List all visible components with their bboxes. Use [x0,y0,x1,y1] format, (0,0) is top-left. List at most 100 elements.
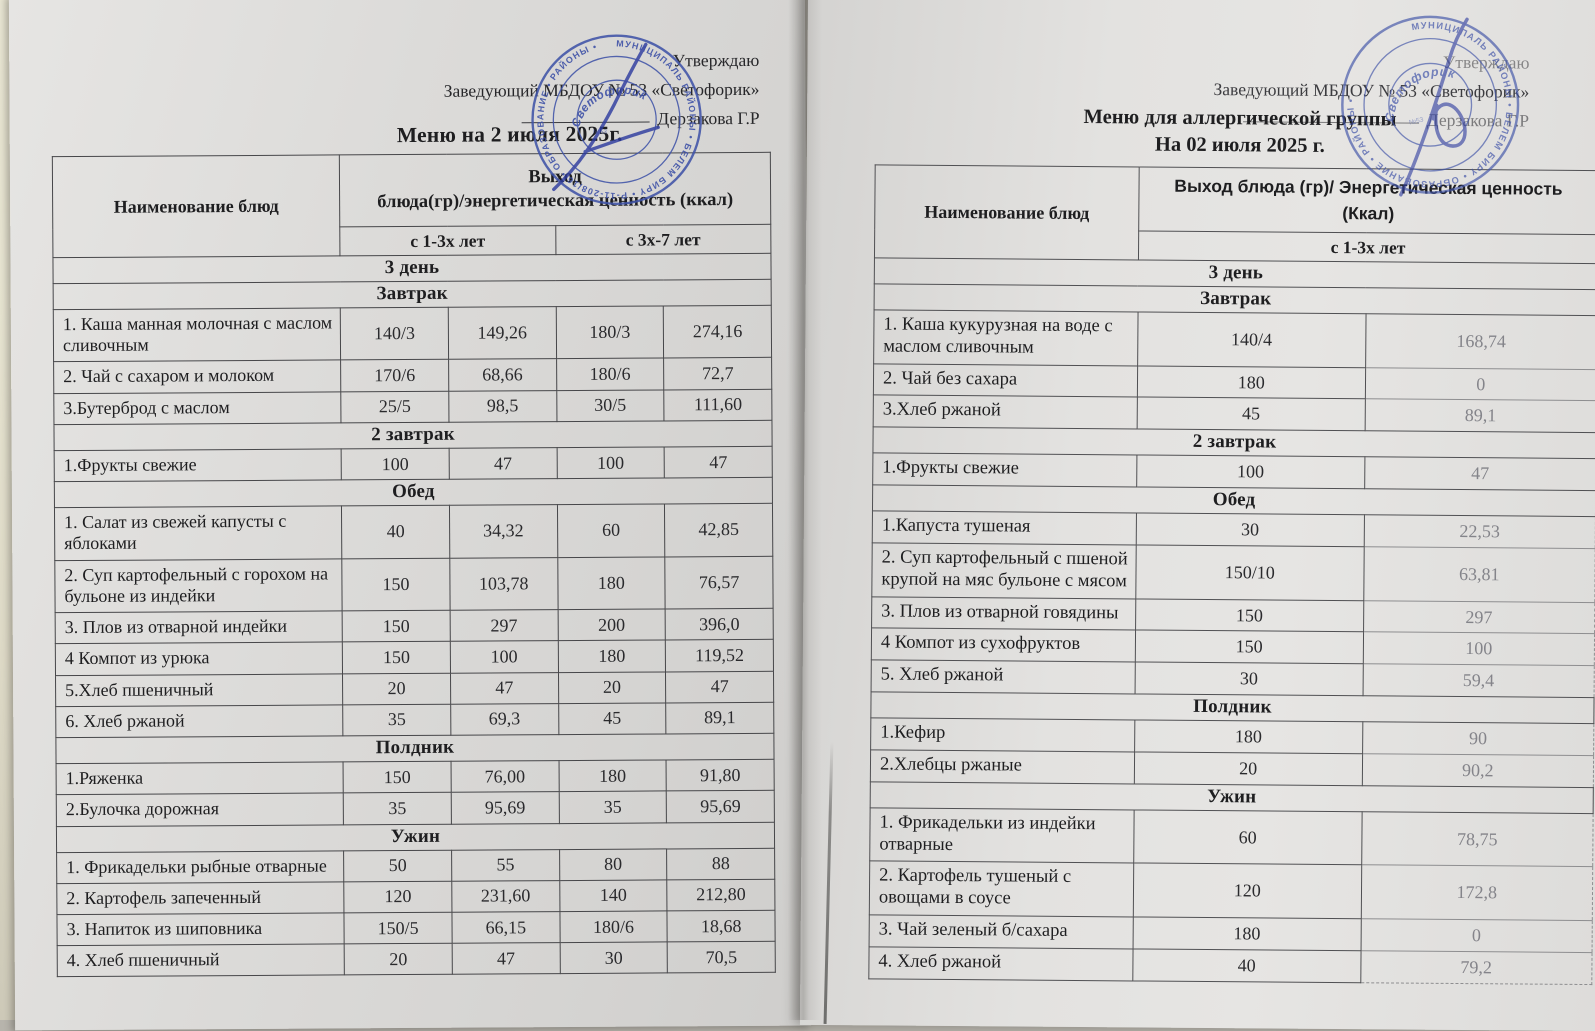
menu-table-allergy: Наименование блюд Выход блюда (гр)/ Энер… [868,164,1595,985]
svg-text:Светофорик: Светофорик [1373,59,1467,125]
dish-name-cell: 4 Компот из сухофруктов [871,628,1136,663]
dish-row: 4 Компот из урюка 150 100 180 119,52 [55,639,774,676]
dish-name-cell: 1. Салат из свежей капусты с яблоками [54,506,342,561]
dish-name-cell: 1. Каша манная молочная с маслом сливочн… [53,307,341,363]
dish-value-cell: 297 [1363,600,1595,635]
dish-value-cell: 200 [557,609,666,641]
dish-name-cell: 2. Картофель тушеный с овощами в соусе [869,861,1134,918]
dish-value-cell: 68,66 [448,359,557,391]
dish-value-cell: 100 [556,446,665,479]
dish-value-cell: 180/6 [559,910,668,943]
dish-value-cell: 18,68 [667,910,776,943]
dish-name-cell: 6. Хлеб ржаной [55,704,344,738]
dish-value-cell: 91,80 [666,759,775,792]
dish-value-cell: 34,32 [449,504,558,558]
svg-text:МУНИЦИПАЛЬ РАЙОНЫ • БЕЛЕМ БИРҮ: МУНИЦИПАЛЬ РАЙОНЫ • БЕЛЕМ БИРҮ • ОБРАЗОВ… [1328,3,1532,207]
dish-value-cell: 120 [1133,863,1362,919]
dish-value-cell: 111,60 [664,388,772,421]
dish-value-cell: 150 [1135,630,1364,665]
dish-value-cell: 79,2 [1360,950,1593,985]
dish-value-cell: 100 [341,448,450,481]
dish-name-cell: 1.Капуста тушеная [872,511,1137,545]
dish-value-cell: 119,52 [665,639,774,672]
dish-name-cell: 5. Хлеб ржаной [871,660,1136,695]
dish-value-cell: 47 [1364,457,1595,491]
dish-value-cell: 150 [343,761,452,794]
dish-row: 1.Ряженка 150 76,00 180 91,80 [56,759,775,795]
dish-row: 1. Салат из свежей капусты с яблоками 40 3… [54,503,773,561]
dish-value-cell: 170/6 [340,359,449,392]
dish-value-cell: 150/5 [344,912,453,945]
dish-value-cell: 150 [341,557,451,612]
dish-value-cell: 20 [344,943,453,976]
stamp-center-text: Светофорик [568,82,650,129]
dish-row: 3. Напиток из шиповника 150/5 66,15 180/6 18… [56,910,776,946]
dish-value-cell: 100 [450,640,559,673]
dish-value-cell: 47 [664,446,773,479]
dish-name-cell: 2.Булочка дорожная [56,793,344,827]
dish-value-cell: 20 [558,671,666,704]
dish-name-cell: 3. Чай зеленый б/сахара [869,914,1134,949]
dish-name-cell: 4. Хлеб пшеничный [57,944,345,978]
dish-name-cell: 2. Суп картофельный с горохом на бульоне… [54,558,343,613]
dish-value-cell: 63,81 [1363,546,1595,603]
svg-text:МУНИЦИПАЛЬ РАЙОНЫ • БЕЛЕМ БИРҮ: МУНИЦИПАЛЬ РАЙОНЫ • БЕЛЕМ БИРҮ • Р-11-20… [535,38,699,201]
dish-value-cell: 47 [449,447,557,480]
dish-row: 3. Плов из отварной индейки 150 297 200 396,… [55,608,774,645]
dish-row: 4. Хлеб ржаной 40 79,2 [868,946,1593,985]
dish-value-cell: 80 [559,848,668,881]
page-seam-shadow [788,0,822,1020]
dish-value-cell: 180 [1132,917,1361,951]
dish-value-cell: 100 [1362,632,1595,666]
menu-table-main: Наименование блюд Выход блюда(гр)/энерге… [52,152,776,978]
dish-value-cell: 30/5 [556,389,665,422]
official-stamp: МУНИЦИПАЛЬ РАЙОНЫ • БЕЛЕМ БИРҮ • Р-11-20… [531,34,702,205]
dish-value-cell: 88 [666,847,775,880]
dish-value-cell: 180 [557,640,666,673]
dish-row: 1.Фрукты свежие 100 47 100 47 [54,446,773,482]
dish-value-cell: 150 [342,610,451,643]
dish-value-cell: 45 [558,702,667,735]
dish-value-cell: 140/4 [1137,311,1366,368]
dish-value-cell: 89,1 [1364,399,1595,433]
dish-value-cell: 60 [557,504,666,558]
dish-name-cell: 2. Чай без сахара [873,363,1138,398]
dish-value-cell: 76,00 [450,760,559,793]
dish-value-cell: 42,85 [664,503,773,557]
dish-value-cell: 70,5 [667,941,776,974]
dish-name-cell: 4 Компот из урюка [55,642,343,676]
dish-value-cell: 35 [558,791,667,824]
dish-name-cell: 2.Хлебцы ржаные [870,749,1135,784]
dish-value-cell: 72,7 [663,357,772,390]
signature [552,42,660,192]
signature [1399,17,1469,197]
dish-row: 2. Чай с сахаром и молоком 170/6 68,66 180/… [53,357,772,394]
age-group-header: с 1-3х лет [1138,230,1595,264]
svg-text:Светофорик: Светофорик [568,82,650,129]
dish-value-cell: 30 [1136,513,1365,547]
dish-value-cell: 103,78 [449,557,558,611]
dish-value-cell: 20 [342,672,451,705]
dish-value-cell: 180/6 [556,358,665,391]
dish-row: 2. Картофель запеченный 120 231,60 140 212,8… [56,879,775,915]
dish-name-cell: 1.Фрукты свежие [872,453,1137,488]
dish-value-cell: 60 [1133,809,1362,866]
menu-page-main: Утверждаю Заведующий МБДОУ № 53 «Светофо… [8,0,812,1031]
dish-value-cell: 180 [558,759,667,792]
dish-value-cell: 47 [665,670,774,703]
dish-value-cell: 22,53 [1363,514,1595,549]
dish-row: 3.Бутерброд с маслом 25/5 98,5 30/5 111,60 [53,388,772,425]
age-group-header: с 3х-7 лет [555,224,771,255]
dish-value-cell: 76,57 [665,555,774,610]
dish-value-cell: 40 [1132,948,1361,983]
dish-value-cell: 231,60 [451,880,560,913]
dish-name-cell: 1.Фрукты свежие [54,448,342,482]
dish-value-cell: 47 [452,942,560,975]
dish-value-cell: 396,0 [665,608,774,641]
dish-name-cell: 1. Каша кукурузная на воде с маслом слив… [873,309,1138,366]
dish-value-cell: 0 [1360,918,1593,953]
dish-name-cell: 5.Хлеб пшеничный [55,673,343,707]
stamp-ring-text: МУНИЦИПАЛЬ РАЙОНЫ • БЕЛЕМ БИРҮ • ОБРАЗОВ… [1328,3,1532,207]
dish-value-cell: 100 [1136,455,1365,489]
